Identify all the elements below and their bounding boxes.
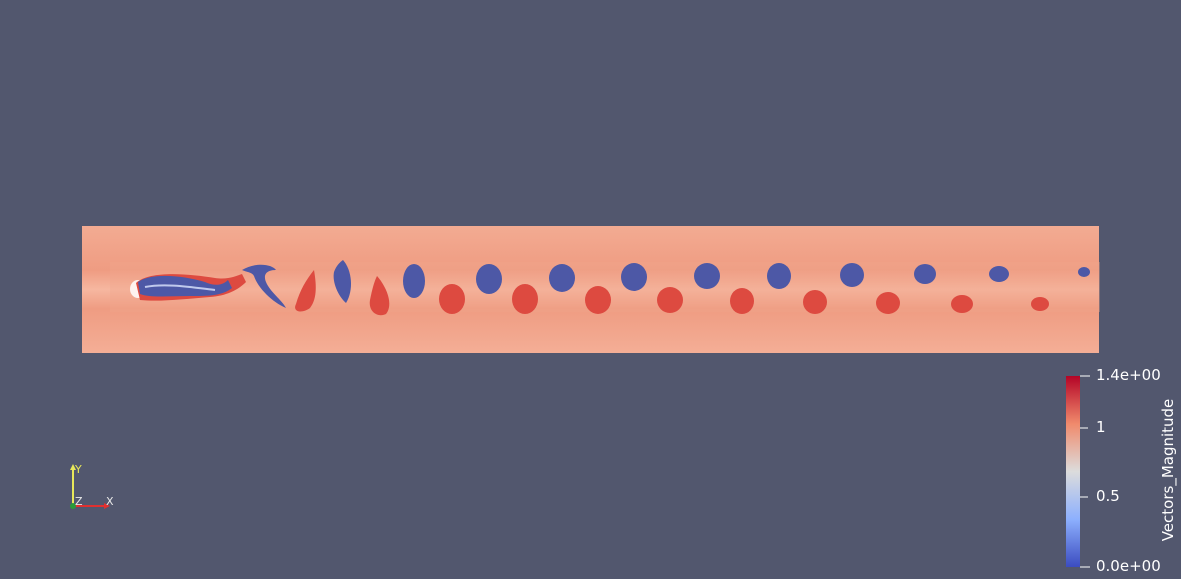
vortex-neg: [914, 264, 936, 284]
vortex-pos: [585, 286, 611, 314]
vortex-pos: [803, 290, 827, 314]
axis-x-label: X: [106, 495, 114, 508]
color-bar-gradient: [1066, 376, 1080, 567]
color-bar-label-1: 1: [1096, 418, 1106, 436]
vortex-pos: [876, 292, 900, 314]
vortex-neg: [242, 264, 286, 308]
color-bar-title: Vectors_Magnitude: [1159, 398, 1177, 542]
vortex-neg: [989, 266, 1009, 282]
vortex-pos: [1031, 297, 1049, 311]
vortex-pos: [730, 288, 754, 314]
cylinder-wake: [130, 274, 246, 301]
vortex-pos: [512, 284, 538, 314]
axis-y-label: Y: [75, 463, 82, 476]
vortex-pos: [369, 276, 390, 316]
color-bar-min-label: 0.0e+00: [1096, 557, 1161, 575]
vortex-street: [242, 260, 1090, 316]
vortex-pos: [657, 287, 683, 313]
vortex-neg: [1078, 267, 1090, 277]
axis-z-label: Z: [75, 495, 83, 508]
vortex-neg: [767, 263, 791, 289]
vortex-neg: [621, 263, 647, 291]
vortex-neg: [403, 264, 425, 298]
vortex-neg: [549, 264, 575, 292]
vortex-neg: [333, 260, 352, 303]
vortex-pos: [439, 284, 465, 314]
color-bar-label-05: 0.5: [1096, 487, 1120, 505]
vortex-neg: [694, 263, 720, 289]
orientation-axes-widget: [70, 464, 110, 509]
vortex-pos: [951, 295, 973, 313]
vortex-neg: [840, 263, 864, 287]
vortex-neg: [476, 264, 502, 294]
color-bar-max-label: 1.4e+00: [1096, 366, 1161, 384]
vortex-pos: [295, 270, 316, 312]
